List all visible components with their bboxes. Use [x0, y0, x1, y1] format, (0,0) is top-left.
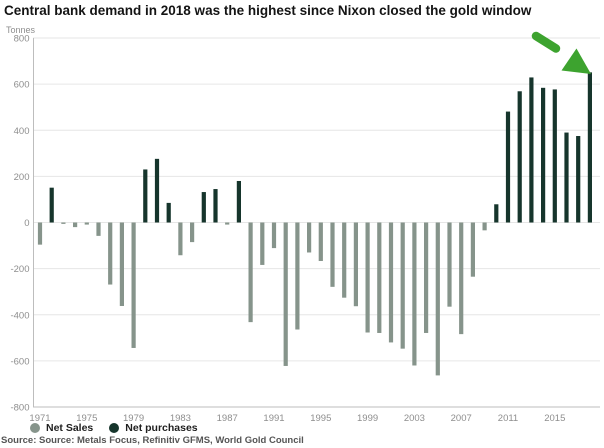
x-tick-label-1975: 1975 — [76, 413, 97, 424]
bar-2011 — [505, 111, 511, 223]
net-purchases-dot-icon — [109, 423, 120, 433]
x-tick-label-2003: 2003 — [404, 413, 425, 424]
bar-2012 — [517, 91, 522, 223]
bar-1995 — [318, 222, 323, 262]
bar-2003 — [412, 222, 417, 366]
bar-1986 — [213, 189, 218, 223]
bar-1992 — [283, 222, 288, 366]
bar-2017 — [576, 136, 581, 223]
bar-2014 — [541, 87, 546, 223]
highlight-arrow-icon — [531, 31, 591, 74]
x-tick-label-1995: 1995 — [310, 413, 331, 424]
bar-1994 — [307, 222, 312, 253]
y-tick-label-800: 800 — [14, 34, 30, 45]
bar-2008 — [470, 222, 475, 277]
bar-2000 — [377, 222, 382, 333]
legend-label-net-sales: Net Sales — [46, 422, 94, 434]
bar-2004 — [424, 222, 429, 333]
bar-1998 — [353, 222, 358, 307]
y-tick-label-0: 0 — [24, 218, 29, 229]
chart-title: Central bank demand in 2018 was the high… — [4, 3, 532, 18]
x-tick-label-1999: 1999 — [357, 413, 378, 424]
bar-1976 — [96, 222, 101, 236]
bar-2009 — [482, 222, 487, 231]
bar-1979 — [131, 222, 136, 348]
bar-2015 — [552, 89, 557, 223]
x-tick-label-1987: 1987 — [217, 413, 238, 424]
bar-1973 — [61, 222, 66, 224]
bar-1987 — [225, 222, 230, 225]
bar-1984 — [190, 222, 195, 243]
bar-2007 — [459, 222, 464, 335]
bar-1980 — [143, 169, 148, 223]
bar-1999 — [365, 222, 370, 333]
y-tick-label--600: -600 — [10, 356, 29, 367]
bar-2016 — [564, 132, 569, 223]
y-tick-label-400: 400 — [14, 126, 30, 137]
bar-1974 — [73, 222, 78, 228]
bar-1996 — [330, 222, 335, 287]
x-tick-label-2015: 2015 — [544, 413, 565, 424]
chart-legend: Net Sales Net purchases — [30, 422, 198, 434]
bar-1971 — [37, 222, 43, 245]
x-tick-label-1979: 1979 — [123, 413, 144, 424]
net-sales-dot-icon — [30, 423, 40, 433]
bar-2013 — [529, 77, 534, 223]
bar-1990 — [260, 222, 265, 265]
x-tick-label-2007: 2007 — [451, 413, 472, 424]
bar-1983 — [178, 222, 183, 256]
x-tick-label-1991: 1991 — [263, 413, 284, 424]
x-tick-label-1971: 1971 — [29, 413, 50, 424]
bar-2002 — [400, 222, 405, 349]
bar-2018 — [587, 72, 592, 223]
bar-1989 — [248, 222, 253, 323]
y-tick-label--400: -400 — [10, 310, 29, 321]
source-note: Source: Source: Metals Focus, Refinitiv … — [1, 435, 304, 446]
bar-1978 — [119, 222, 124, 306]
bar-2005 — [435, 222, 440, 376]
x-tick-label-2011: 2011 — [498, 413, 518, 424]
bar-1997 — [342, 222, 347, 298]
bar-2006 — [447, 222, 452, 307]
bar-2001 — [388, 222, 394, 343]
bar-2010 — [494, 204, 499, 223]
bar-1982 — [166, 202, 171, 223]
y-tick-label-200: 200 — [14, 172, 30, 183]
bar-1981 — [154, 158, 160, 223]
y-tick-label-600: 600 — [14, 80, 30, 91]
y-tick-label--200: -200 — [10, 264, 29, 275]
y-axis-unit-label: Tonnes — [6, 25, 36, 35]
bar-1993 — [295, 222, 300, 330]
bar-1991 — [271, 222, 277, 249]
y-tick-label--800: -800 — [10, 403, 29, 414]
bar-1985 — [201, 192, 206, 223]
bar-1988 — [236, 180, 241, 223]
bar-1972 — [49, 187, 54, 223]
bar-1977 — [108, 222, 113, 285]
bar-1975 — [84, 222, 89, 225]
legend-label-net-purchases: Net purchases — [125, 422, 198, 434]
x-tick-label-1983: 1983 — [170, 413, 191, 424]
legend-item-net-sales: Net Sales — [30, 422, 93, 434]
legend-item-net-purchases: Net purchases — [109, 422, 198, 434]
